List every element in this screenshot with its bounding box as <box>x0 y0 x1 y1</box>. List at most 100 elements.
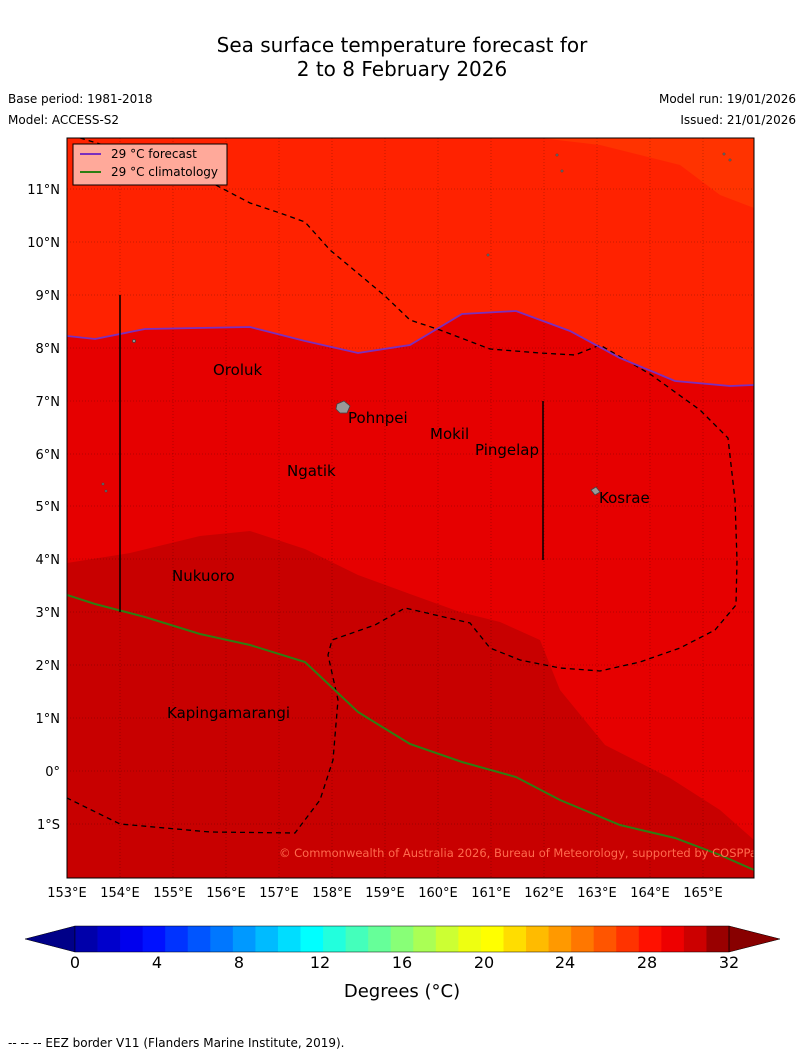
climatology-29c-line <box>67 594 754 871</box>
lon-axis-labels: 153°E 154°E 155°E 156°E 157°E 158°E 159°… <box>47 886 723 901</box>
model-name: Model: ACCESS-S2 <box>8 113 120 127</box>
chart-title-line2: 2 to 8 February 2026 <box>296 57 508 81</box>
model-run-date: Model run: 19/01/2026 <box>658 92 796 106</box>
legend-climatology-label: 29 °C climatology <box>111 165 218 179</box>
colorbar-cell <box>142 926 166 952</box>
colorbar-cell <box>323 926 347 952</box>
colorbar-cell <box>661 926 685 952</box>
lon-label: 157°E <box>259 886 299 901</box>
forecast-29c-line <box>67 310 754 387</box>
lon-label: 154°E <box>100 886 140 901</box>
lat-axis-labels: 11°N 10°N 9°N 8°N 7°N 6°N 5°N 4°N 3°N 2°… <box>27 183 60 833</box>
colorbar-cell <box>75 926 98 952</box>
oroluk-island <box>132 339 136 343</box>
lat-label: 2°N <box>36 659 61 674</box>
lat-label: 1°S <box>37 818 60 833</box>
colorbar-cell <box>458 926 482 952</box>
lon-label: 163°E <box>577 886 617 901</box>
legend-box <box>72 143 228 186</box>
colorbar-cell <box>210 926 234 952</box>
lon-label: 153°E <box>47 886 87 901</box>
colorbar-cell <box>187 926 211 952</box>
colorbar-high-extend <box>728 925 781 953</box>
place-label-kapingamarangi: Kapingamarangi <box>167 704 290 722</box>
islet-northeast <box>722 152 726 156</box>
lat-label: 8°N <box>36 342 61 357</box>
islet-northeast-2 <box>728 158 732 162</box>
lon-label: 164°E <box>630 886 670 901</box>
colorbar-cell <box>548 926 572 952</box>
colorbar-cell <box>368 926 392 952</box>
colorbar-cell <box>277 926 301 952</box>
colorbar-cell <box>165 926 189 952</box>
lat-label: 6°N <box>36 448 61 463</box>
colorbar-tick: 12 <box>310 953 330 972</box>
colorbar-cell <box>593 926 617 952</box>
lat-label: 9°N <box>36 289 61 304</box>
sst-patch-cooler <box>540 138 754 208</box>
pohnpei-island <box>335 400 351 414</box>
colorbar-label: Degrees (°C) <box>344 981 460 1002</box>
place-label-mokil: Mokil <box>430 425 469 443</box>
lat-label: 7°N <box>36 395 61 410</box>
colorbar: 0 4 8 12 16 20 24 28 32 Degrees (°C) <box>24 925 781 1002</box>
colorbar-cell <box>638 926 662 952</box>
map-plot-area: Oroluk Pohnpei Mokil Pingelap Ngatik Kos… <box>67 138 763 878</box>
lon-label: 165°E <box>683 886 723 901</box>
colorbar-tick: 4 <box>152 953 162 972</box>
islet-center <box>486 253 490 257</box>
lon-label: 155°E <box>153 886 193 901</box>
colorbar-tick: 20 <box>474 953 494 972</box>
colorbar-tick: 8 <box>234 953 244 972</box>
colorbar-ticks: 0 4 8 12 16 20 24 28 32 <box>70 953 739 972</box>
place-label-pohnpei: Pohnpei <box>348 409 408 427</box>
place-label-nukuoro: Nukuoro <box>172 567 235 585</box>
lat-label: 5°N <box>36 500 61 515</box>
map-legend: 29 °C forecast 29 °C climatology <box>72 143 228 186</box>
copyright-text: © Commonwealth of Australia 2026, Bureau… <box>279 846 763 860</box>
colorbar-tick: 0 <box>70 953 80 972</box>
colorbar-cell <box>232 926 256 952</box>
colorbar-cell <box>616 926 640 952</box>
lat-label: 0° <box>45 765 60 780</box>
islet-north <box>555 153 559 157</box>
place-label-oroluk: Oroluk <box>213 361 262 379</box>
colorbar-cell <box>255 926 279 952</box>
islet-north-2 <box>560 169 564 173</box>
lon-label: 156°E <box>206 886 246 901</box>
lon-label: 160°E <box>418 886 458 901</box>
colorbar-cell <box>435 926 459 952</box>
colorbar-low-extend <box>24 925 76 953</box>
base-period: Base period: 1981-2018 <box>8 92 153 106</box>
lat-label: 1°N <box>36 712 61 727</box>
colorbar-cell <box>683 926 707 952</box>
colorbar-cell <box>390 926 414 952</box>
place-label-ngatik: Ngatik <box>287 462 336 480</box>
chart-title-line1: Sea surface temperature forecast for <box>216 33 588 57</box>
colorbar-tick: 24 <box>555 953 575 972</box>
lon-label: 162°E <box>524 886 564 901</box>
colorbar-cell <box>97 926 121 952</box>
islands <box>101 152 732 496</box>
eez-border <box>67 138 738 834</box>
colorbar-tick: 28 <box>637 953 657 972</box>
issued-date: Issued: 21/01/2026 <box>680 113 796 127</box>
lon-label: 161°E <box>471 886 511 901</box>
kosrae-island <box>590 486 601 496</box>
lat-label: 11°N <box>27 183 60 198</box>
colorbar-cell <box>300 926 324 952</box>
map-grid <box>67 138 754 878</box>
colorbar-cell <box>480 926 504 952</box>
colorbar-tick: 16 <box>392 953 412 972</box>
islet-west-2 <box>104 489 108 493</box>
lat-label: 3°N <box>36 606 61 621</box>
lon-label: 159°E <box>365 886 405 901</box>
eez-footnote: -- -- -- EEZ border V11 (Flanders Marine… <box>8 1036 345 1050</box>
lon-label: 158°E <box>312 886 352 901</box>
place-label-pingelap: Pingelap <box>475 441 539 459</box>
islet-west <box>101 482 105 486</box>
colorbar-cell <box>345 926 369 952</box>
colorbar-cell <box>413 926 437 952</box>
lat-label: 4°N <box>36 553 61 568</box>
colorbar-tick: 32 <box>719 953 739 972</box>
